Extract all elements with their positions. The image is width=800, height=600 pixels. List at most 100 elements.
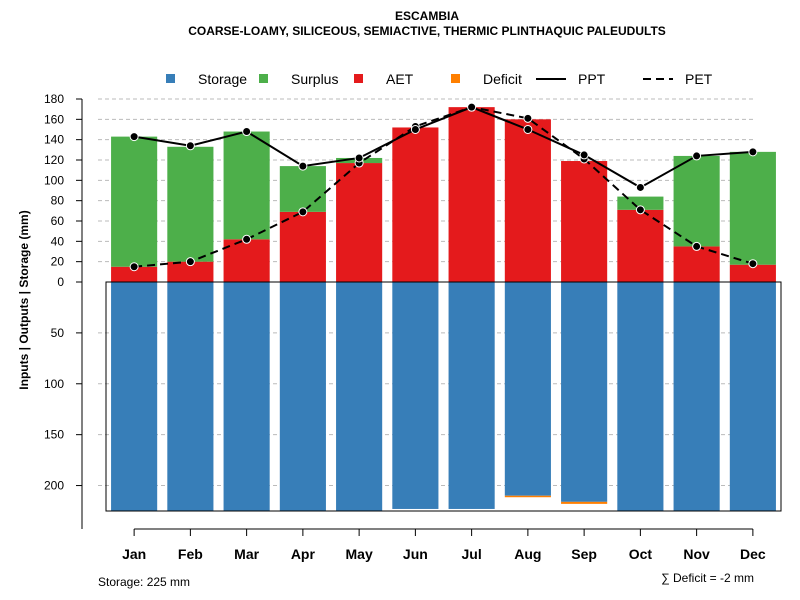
aet-bar-nov bbox=[673, 246, 720, 282]
legend-label-ppt: PPT bbox=[578, 71, 606, 87]
y-tick-label: 100 bbox=[44, 173, 64, 187]
pet-point-apr bbox=[298, 207, 308, 217]
x-tick-label-feb: Feb bbox=[178, 546, 203, 562]
ppt-point-feb bbox=[185, 141, 195, 151]
aet-bar-jun bbox=[392, 127, 439, 282]
y-tick-label: 100 bbox=[44, 377, 64, 391]
ppt-point-oct bbox=[635, 182, 645, 192]
aet-bar-mar bbox=[223, 239, 270, 282]
y-tick-label: 200 bbox=[44, 479, 64, 493]
x-tick-label-aug: Aug bbox=[514, 546, 541, 562]
x-tick-label-may: May bbox=[346, 546, 373, 562]
storage-frame bbox=[105, 281, 782, 512]
legend-swatch-surplus bbox=[259, 74, 268, 83]
aet-bar-jul bbox=[448, 107, 495, 282]
y-tick-label: 0 bbox=[57, 275, 64, 289]
aet-bar-dec bbox=[729, 264, 776, 282]
y-tick-label: 160 bbox=[44, 112, 64, 126]
storage-bar-feb bbox=[167, 282, 214, 511]
ppt-point-jun bbox=[410, 125, 420, 134]
pet-point-mar bbox=[242, 234, 252, 244]
deficit-sum-note: ∑ Deficit = -2 mm bbox=[661, 571, 754, 585]
aet-bar-aug bbox=[504, 119, 551, 282]
ppt-point-nov bbox=[692, 151, 702, 161]
storage-capacity-note: Storage: 225 mm bbox=[98, 575, 190, 589]
axes: 0 20 40 60 80 100 120 140 160 180 50 100 150 200 Jan Fe… bbox=[44, 92, 782, 562]
legend-label-pet: PET bbox=[685, 71, 713, 87]
surplus-bar-apr bbox=[279, 166, 326, 212]
ppt-point-aug bbox=[523, 125, 533, 134]
storage-bar-sep bbox=[561, 282, 608, 502]
y-tick-label: 140 bbox=[44, 133, 64, 147]
legend-label-storage: Storage bbox=[198, 71, 247, 87]
ppt-point-jul bbox=[467, 102, 477, 112]
y-tick-label: 40 bbox=[51, 234, 65, 248]
x-tick-label-jan: Jan bbox=[122, 546, 146, 562]
storage-bar-mar bbox=[223, 282, 270, 511]
storage-bar-jun bbox=[392, 282, 439, 509]
pet-point-aug bbox=[523, 113, 533, 123]
chart-title: ESCAMBIA bbox=[395, 9, 459, 23]
legend-swatch-storage bbox=[166, 74, 175, 83]
x-tick-label-dec: Dec bbox=[740, 546, 766, 562]
legend-label-surplus: Surplus bbox=[291, 71, 338, 87]
legend-swatch-deficit bbox=[451, 74, 460, 83]
x-tick-label-apr: Apr bbox=[291, 546, 316, 562]
surplus-bar-mar bbox=[223, 131, 270, 240]
line-series bbox=[129, 102, 758, 272]
legend-label-aet: AET bbox=[386, 71, 414, 87]
ppt-point-apr bbox=[298, 161, 308, 171]
x-tick-label-mar: Mar bbox=[234, 546, 259, 562]
storage-bar-jan bbox=[111, 282, 158, 511]
storage-bar-apr bbox=[279, 282, 326, 511]
deficit-bar-aug bbox=[504, 495, 551, 498]
storage-bar-oct bbox=[617, 282, 664, 511]
x-tick-label-jun: Jun bbox=[403, 546, 428, 562]
ppt-line bbox=[133, 106, 753, 189]
ppt-point-sep bbox=[579, 150, 589, 160]
aet-bar-oct bbox=[617, 209, 664, 282]
aet-bar-apr bbox=[279, 211, 326, 282]
pet-point-dec bbox=[748, 259, 758, 269]
pet-line bbox=[134, 106, 754, 268]
surplus-bar-oct bbox=[617, 196, 664, 210]
x-tick-label-oct: Oct bbox=[629, 546, 653, 562]
y-tick-label: 180 bbox=[44, 92, 64, 106]
ppt-point-dec bbox=[748, 147, 758, 157]
y-tick-label: 80 bbox=[51, 194, 65, 208]
deficit-bar-sep bbox=[561, 501, 608, 504]
aet-bar-sep bbox=[561, 161, 608, 282]
y-tick-label: 60 bbox=[51, 214, 65, 228]
surplus-bar-dec bbox=[729, 151, 776, 265]
surplus-bar-feb bbox=[167, 146, 214, 262]
y-tick-label: 50 bbox=[51, 326, 65, 340]
x-tick-label-jul: Jul bbox=[462, 546, 482, 562]
ppt-point-mar bbox=[242, 127, 252, 137]
pet-point-oct bbox=[635, 205, 645, 215]
x-tick-label-nov: Nov bbox=[683, 546, 710, 562]
aet-bar-feb bbox=[167, 261, 214, 282]
y-tick-label: 150 bbox=[44, 428, 64, 442]
bar-series bbox=[111, 107, 776, 511]
storage-bar-may bbox=[336, 282, 383, 511]
ppt-point-jan bbox=[129, 132, 139, 142]
surplus-bar-nov bbox=[673, 155, 720, 247]
pet-point-jan bbox=[129, 262, 139, 272]
y-tick-label: 20 bbox=[51, 255, 65, 269]
y-axis-label: Inputs | Outputs | Storage (mm) bbox=[17, 210, 31, 389]
aet-bar-may bbox=[336, 163, 383, 282]
x-tick-label-sep: Sep bbox=[571, 546, 597, 562]
chart-subtitle: COARSE-LOAMY, SILICEOUS, SEMIACTIVE, THE… bbox=[188, 24, 666, 38]
legend-swatch-aet bbox=[354, 74, 363, 83]
legend-label-deficit: Deficit bbox=[483, 71, 522, 87]
chart-legend: Storage Surplus AET Deficit PPT PET bbox=[166, 71, 713, 87]
storage-bar-dec bbox=[729, 282, 776, 511]
storage-bar-jul bbox=[448, 282, 495, 509]
ppt-point-may bbox=[354, 153, 364, 163]
pet-point-feb bbox=[185, 257, 195, 267]
storage-bar-aug bbox=[504, 282, 551, 496]
y-tick-label: 120 bbox=[44, 153, 64, 167]
aet-bar-jan bbox=[111, 266, 158, 282]
pet-point-nov bbox=[692, 241, 702, 251]
